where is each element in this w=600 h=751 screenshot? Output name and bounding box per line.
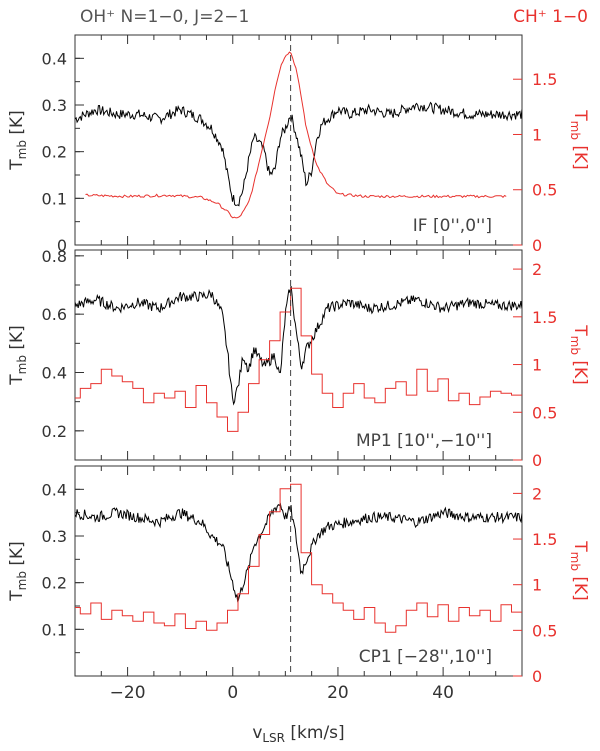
x-tick-label: 40: [432, 683, 454, 703]
y-tick-label-right: 1: [532, 125, 542, 144]
y-tick-label-left: 0.2: [42, 422, 67, 441]
y-tick-label-left: 0.2: [42, 574, 67, 593]
y-axis-label-left: Tmb [K]: [7, 110, 29, 171]
y-tick-label-right: 0.5: [532, 621, 557, 640]
y-tick-label-left: 0.4: [42, 364, 67, 383]
y-tick-label-left: 0.3: [42, 527, 67, 546]
oh-species-label: OH⁺ N=1−0, J=2−1: [80, 7, 249, 27]
panel-1: 0 0.1 0.2 0.3 0.4 0 0.5 1 1.5 Tmb [K] Tmb [K] IF [0…: [7, 34, 590, 255]
y-tick-label-left: 0.1: [42, 620, 67, 639]
panel-2: 0.2 0.4 0.6 0.8 0 0.5 1 1.5 2 Tmb [K] Tmb [K] MP1 […: [7, 247, 590, 470]
y-tick-label-right: 1: [532, 356, 542, 375]
plot-frame: [74, 249, 523, 461]
plot-frame: [74, 34, 523, 246]
ch-species-label: CH⁺ 1−0: [513, 7, 588, 27]
y-tick-label-right: 1.5: [532, 530, 557, 549]
y-tick-label-right: 0.5: [532, 181, 557, 200]
oh-series-line: [75, 101, 522, 207]
x-tick-label: 0: [227, 683, 238, 703]
y-tick-label-right: 1: [532, 576, 542, 595]
x-tick-label: −20: [110, 683, 146, 703]
y-tick-label-right: 0: [532, 236, 542, 255]
y-tick-label-left: 0.8: [42, 247, 67, 266]
y-axis-label-left: Tmb [K]: [7, 325, 29, 386]
y-tick-label-right: 1.5: [532, 70, 557, 89]
y-axis-label-right: Tmb [K]: [568, 109, 590, 170]
oh-series-line: [75, 502, 522, 603]
y-tick-label-left: 0.1: [42, 189, 67, 208]
panel-3: 0.1 0.2 0.3 0.4 0 0.5 1 1.5 2 Tmb [K] Tmb [K] CP1 […: [7, 465, 590, 703]
y-tick-label-right: 2: [532, 260, 542, 279]
ch-series-line: [75, 483, 522, 633]
y-tick-label-left: 0.4: [42, 49, 67, 68]
y-tick-label-right: 0: [532, 451, 542, 470]
plot-frame: [74, 465, 523, 677]
x-axis-title: vLSR [km/s]: [252, 723, 344, 745]
panel-position-label: IF [0'',0'']: [413, 216, 492, 236]
x-axis-label: vLSR [km/s]: [252, 723, 344, 745]
y-tick-label-right: 0: [532, 667, 542, 686]
y-axis-label-right: Tmb [K]: [568, 540, 590, 601]
x-tick-label: 20: [327, 683, 349, 703]
y-tick-label-right: 0.5: [532, 403, 557, 422]
panel-position-label: MP1 [10'',−10'']: [356, 431, 492, 451]
panel-position-label: CP1 [−28'',10'']: [359, 647, 492, 667]
ch-series-line: [85, 51, 507, 219]
y-tick-label-right: 2: [532, 484, 542, 503]
y-tick-label-left: 0: [57, 236, 67, 255]
y-tick-label-left: 0.2: [42, 143, 67, 162]
y-tick-label-right: 1.5: [532, 308, 557, 327]
y-tick-label-left: 0.3: [42, 96, 67, 115]
y-tick-label-left: 0.4: [42, 480, 67, 499]
y-axis-label-left: Tmb [K]: [7, 541, 29, 602]
y-axis-label-right: Tmb [K]: [568, 324, 590, 385]
ch-series-line: [75, 287, 522, 432]
oh-series-line: [75, 286, 522, 406]
y-tick-label-left: 0.6: [42, 305, 67, 324]
